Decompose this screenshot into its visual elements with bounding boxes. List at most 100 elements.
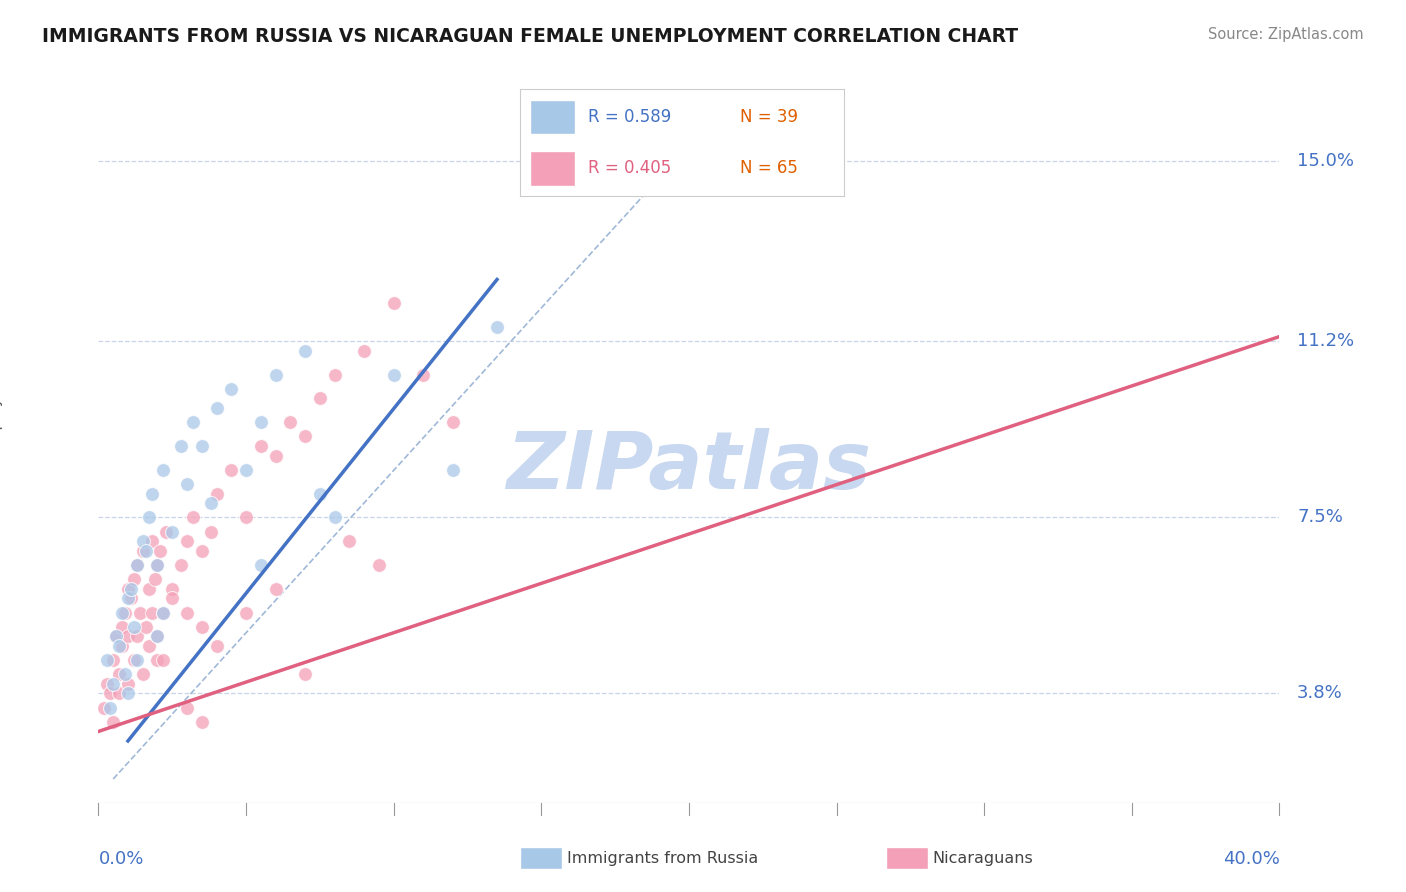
Point <box>108 667 131 681</box>
Point <box>128 606 150 620</box>
Point <box>353 343 375 358</box>
FancyBboxPatch shape <box>530 100 575 134</box>
Point <box>382 296 405 310</box>
Point <box>205 401 228 415</box>
Point <box>152 463 174 477</box>
Point <box>250 439 273 453</box>
Point <box>412 368 434 382</box>
Point <box>323 368 346 382</box>
Point <box>105 629 128 643</box>
Point <box>146 653 169 667</box>
Point <box>138 510 160 524</box>
Point <box>191 439 214 453</box>
Point <box>176 700 198 714</box>
Text: 3.8%: 3.8% <box>1298 684 1343 702</box>
Point <box>205 486 228 500</box>
Point <box>111 606 134 620</box>
Point <box>219 463 243 477</box>
Point <box>135 543 157 558</box>
Point <box>200 524 222 539</box>
Point <box>323 510 346 524</box>
Point <box>162 524 183 539</box>
Point <box>132 534 155 549</box>
Point <box>98 686 121 700</box>
Point <box>191 714 214 729</box>
Point <box>141 606 163 620</box>
Point <box>162 591 183 606</box>
Point <box>108 686 131 700</box>
Point <box>146 629 169 643</box>
Point <box>122 653 145 667</box>
Point <box>125 558 148 572</box>
Point <box>368 558 391 572</box>
Point <box>117 591 139 606</box>
Point <box>111 639 134 653</box>
Point <box>264 582 287 596</box>
Point <box>141 534 163 549</box>
Text: Nicaraguans: Nicaraguans <box>932 851 1033 865</box>
Point <box>181 415 204 429</box>
Point <box>382 368 405 382</box>
Point <box>138 639 160 653</box>
Point <box>337 534 360 549</box>
Point <box>117 677 139 691</box>
Point <box>117 686 139 700</box>
Text: 0.0%: 0.0% <box>98 850 143 869</box>
Point <box>152 653 174 667</box>
Point <box>441 415 464 429</box>
Point <box>294 343 316 358</box>
Point <box>125 629 148 643</box>
Point <box>93 700 115 714</box>
Point <box>122 620 145 634</box>
Point <box>155 524 177 539</box>
Text: IMMIGRANTS FROM RUSSIA VS NICARAGUAN FEMALE UNEMPLOYMENT CORRELATION CHART: IMMIGRANTS FROM RUSSIA VS NICARAGUAN FEM… <box>42 27 1018 45</box>
Point <box>125 653 148 667</box>
Text: Female Unemployment: Female Unemployment <box>0 357 3 535</box>
Point <box>181 510 204 524</box>
Text: R = 0.405: R = 0.405 <box>588 160 672 178</box>
Point <box>141 486 163 500</box>
Point <box>103 677 125 691</box>
Point <box>278 415 302 429</box>
Point <box>117 582 139 596</box>
Point <box>176 606 198 620</box>
Point <box>162 582 183 596</box>
Point <box>264 449 287 463</box>
Point <box>200 496 222 510</box>
Point <box>105 629 128 643</box>
Point <box>176 534 198 549</box>
Point <box>111 620 134 634</box>
Point <box>146 558 169 572</box>
Point <box>294 667 316 681</box>
Text: Immigrants from Russia: Immigrants from Russia <box>567 851 758 865</box>
Text: Source: ZipAtlas.com: Source: ZipAtlas.com <box>1208 27 1364 42</box>
Point <box>170 439 193 453</box>
Point <box>117 629 139 643</box>
Point <box>143 572 166 586</box>
Point <box>191 620 214 634</box>
FancyBboxPatch shape <box>530 152 575 186</box>
Text: N = 39: N = 39 <box>740 108 799 126</box>
Point <box>294 429 316 443</box>
Point <box>120 582 142 596</box>
Point <box>235 510 257 524</box>
Point <box>108 639 131 653</box>
Point <box>250 415 273 429</box>
Point <box>120 591 142 606</box>
Text: 40.0%: 40.0% <box>1223 850 1279 869</box>
Point <box>250 558 273 572</box>
Point <box>122 572 145 586</box>
Point <box>132 667 155 681</box>
Point <box>138 582 160 596</box>
Point <box>98 700 121 714</box>
Point <box>235 606 257 620</box>
Point <box>309 486 332 500</box>
Point <box>191 543 214 558</box>
Text: 7.5%: 7.5% <box>1298 508 1343 526</box>
Point <box>309 392 332 406</box>
Point <box>441 463 464 477</box>
Point <box>103 714 125 729</box>
Point <box>96 677 118 691</box>
Point <box>103 653 125 667</box>
Point <box>135 620 157 634</box>
